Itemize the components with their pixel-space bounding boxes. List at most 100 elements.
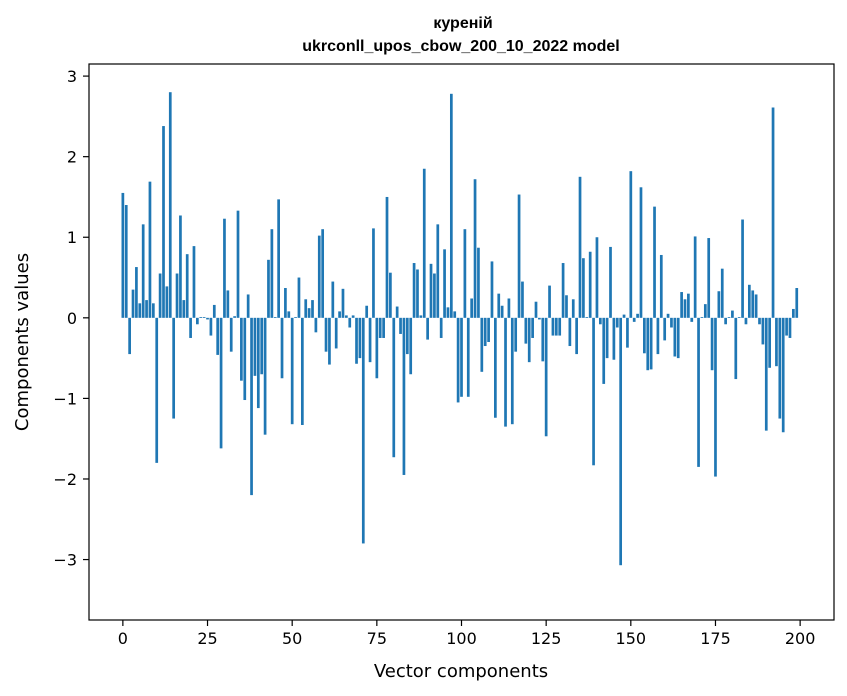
bar xyxy=(172,317,176,419)
bar xyxy=(788,317,792,338)
bar xyxy=(412,263,416,318)
bar xyxy=(273,317,277,318)
bar xyxy=(355,317,358,364)
bar xyxy=(731,310,734,318)
bar xyxy=(612,317,616,360)
bar xyxy=(209,317,213,336)
bar xyxy=(168,92,172,318)
bar xyxy=(304,299,308,318)
bar xyxy=(663,317,667,341)
bar xyxy=(443,249,446,318)
bar xyxy=(409,317,413,375)
bar xyxy=(554,317,558,336)
bar xyxy=(439,317,443,338)
bar xyxy=(598,317,602,325)
bar xyxy=(717,291,721,318)
bar xyxy=(189,317,192,338)
bar xyxy=(378,317,382,338)
bar xyxy=(734,317,738,380)
bar xyxy=(385,196,389,318)
bar xyxy=(768,317,772,368)
bar xyxy=(795,288,799,318)
bar xyxy=(639,187,643,318)
bar xyxy=(792,308,795,318)
chart-title: куреній xyxy=(433,15,492,32)
bar xyxy=(128,317,131,355)
bar xyxy=(683,299,687,318)
bar xyxy=(138,303,142,318)
bar xyxy=(693,236,697,318)
bar xyxy=(720,268,724,318)
bar xyxy=(480,317,484,372)
bar xyxy=(754,294,758,318)
x-tick-label: 100 xyxy=(446,629,477,648)
y-tick-label: 0 xyxy=(67,309,77,328)
bar xyxy=(151,303,155,318)
bar xyxy=(300,317,304,425)
bar xyxy=(212,304,216,318)
bar xyxy=(494,317,497,418)
bar xyxy=(405,317,409,355)
bar xyxy=(571,299,575,318)
y-tick-label: 2 xyxy=(67,148,77,167)
bar xyxy=(287,311,291,318)
bar xyxy=(507,298,511,318)
bar xyxy=(619,317,623,566)
bar xyxy=(256,317,260,409)
bar xyxy=(558,317,562,336)
bar xyxy=(673,317,677,357)
bar xyxy=(629,171,633,318)
bar xyxy=(148,181,152,318)
bar xyxy=(578,176,582,318)
bar xyxy=(202,317,206,318)
bar xyxy=(534,301,538,318)
bar xyxy=(703,304,707,318)
bar xyxy=(351,315,355,318)
y-tick-label: −1 xyxy=(53,389,77,408)
bar xyxy=(419,315,423,318)
bar xyxy=(514,317,518,352)
x-axis-label: Vector components xyxy=(374,661,548,682)
x-tick-label: 125 xyxy=(531,629,562,648)
bar xyxy=(680,292,683,318)
bar xyxy=(490,261,494,318)
bar xyxy=(470,298,474,318)
bar xyxy=(592,317,595,466)
bar xyxy=(622,314,626,318)
x-tick-label: 175 xyxy=(700,629,731,648)
bar xyxy=(155,317,159,463)
x-tick-label: 25 xyxy=(197,629,217,648)
bar xyxy=(632,317,636,322)
bar xyxy=(656,317,660,355)
bar xyxy=(165,286,169,318)
x-tick-label: 75 xyxy=(367,629,387,648)
bar xyxy=(334,317,338,349)
bar xyxy=(389,272,392,318)
bar xyxy=(131,289,135,318)
bar xyxy=(341,288,345,318)
bar xyxy=(510,317,514,425)
bar xyxy=(575,317,578,355)
bar xyxy=(365,305,369,318)
bar xyxy=(747,284,751,318)
bar xyxy=(331,281,335,318)
y-tick-label: 1 xyxy=(67,228,77,247)
bar xyxy=(402,317,406,475)
bar xyxy=(182,300,186,318)
bar xyxy=(399,317,402,334)
x-tick-label: 50 xyxy=(282,629,302,648)
bar xyxy=(538,317,541,320)
bar-series xyxy=(121,92,799,566)
bar xyxy=(223,218,226,318)
bar xyxy=(226,290,230,318)
bar xyxy=(449,93,453,318)
bar xyxy=(324,317,328,352)
bar xyxy=(771,107,775,318)
bar xyxy=(700,317,704,318)
bar xyxy=(294,317,297,318)
bar xyxy=(521,281,524,318)
bar xyxy=(595,237,599,318)
bar xyxy=(676,317,680,359)
bar xyxy=(453,311,457,318)
